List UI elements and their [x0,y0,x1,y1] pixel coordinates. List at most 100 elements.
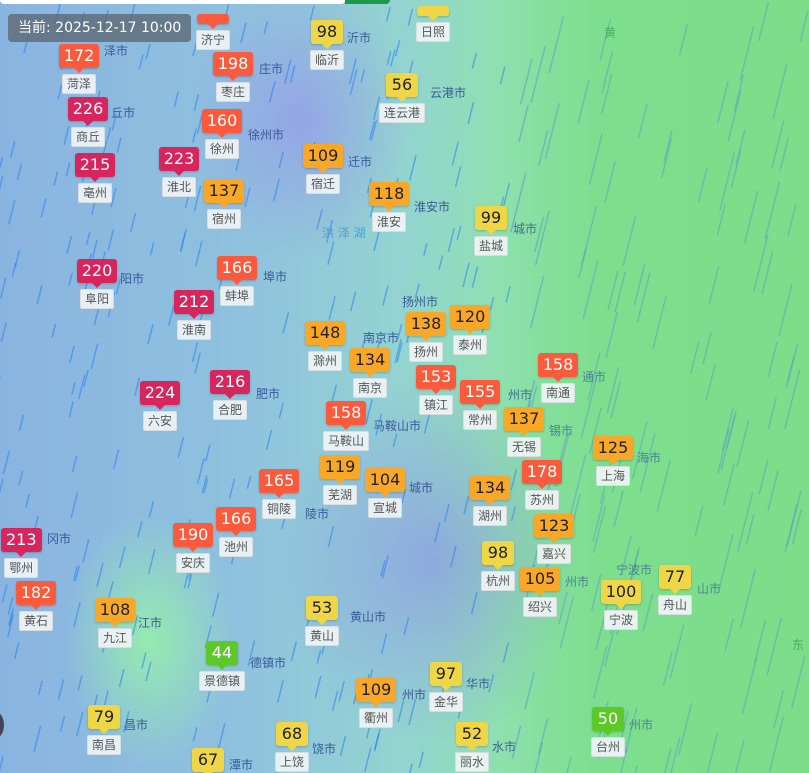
station-marker[interactable]: 226 商丘 [67,97,109,147]
station-marker[interactable]: 223 淮北 [158,147,200,197]
aqi-badge[interactable]: 44 [205,641,238,670]
station-marker[interactable]: 153 镇江 [415,365,457,415]
aqi-badge[interactable]: 134 [469,476,511,505]
aqi-badge[interactable]: 166 [216,256,258,285]
aqi-badge[interactable]: 172 [58,44,100,73]
search-button[interactable] [345,0,390,4]
aqi-badge[interactable]: 160 [201,109,243,138]
station-marker[interactable]: 77 舟山 [657,565,692,615]
station-marker[interactable]: 212 淮南 [173,290,215,340]
station-marker[interactable]: 148 滁州 [304,321,346,371]
station-marker[interactable]: 98 杭州 [480,541,515,591]
aqi-badge[interactable]: 158 [537,353,579,382]
station-marker[interactable]: 119 芜湖 [319,455,361,505]
aqi-badge[interactable]: 123 [533,514,575,543]
station-marker[interactable]: 182 黄石 [15,581,57,631]
aqi-badge[interactable]: 98 [481,541,514,570]
aqi-badge[interactable]: 118 [368,182,410,211]
station-marker[interactable]: 98 临沂 [309,20,344,70]
station-marker[interactable]: 53 黄山 [304,596,339,646]
aqi-badge[interactable]: 67 [192,748,224,773]
aqi-badge[interactable]: 97 [429,662,462,691]
aqi-badge[interactable]: 109 [355,678,397,707]
aqi-badge[interactable]: 212 [173,290,215,319]
station-marker[interactable]: 172 菏泽 [58,44,100,94]
station-marker[interactable]: 120 泰州 [449,305,491,355]
station-marker[interactable]: 190 安庆 [172,523,214,573]
station-marker[interactable]: 97 金华 [428,662,463,712]
aqi-badge[interactable]: 120 [449,305,491,334]
aqi-badge[interactable]: 50 [591,707,624,736]
station-marker[interactable]: 215 亳州 [74,153,116,203]
aqi-badge[interactable]: 134 [349,348,391,377]
station-marker[interactable]: 104 宣城 [364,468,406,518]
station-marker[interactable]: 138 扬州 [405,312,447,362]
aqi-badge[interactable]: 77 [658,565,691,594]
aqi-badge[interactable]: 224 [139,381,181,410]
station-marker[interactable]: 济宁 [195,14,230,50]
aqi-badge[interactable]: 148 [304,321,346,350]
station-marker[interactable]: 155 常州 [459,380,501,430]
aqi-badge[interactable]: 104 [364,468,406,497]
aqi-badge[interactable]: 56 [385,73,418,102]
aqi-badge[interactable]: 53 [305,596,338,625]
station-marker[interactable]: 158 南通 [537,353,579,403]
station-marker[interactable]: 52 丽水 [454,722,489,772]
station-marker[interactable]: 224 六安 [139,381,181,431]
station-marker[interactable]: 125 上海 [592,436,634,486]
aqi-badge[interactable]: 108 [94,598,136,627]
station-marker[interactable]: 134 南京 [349,348,391,398]
station-marker[interactable]: 213 鄂州 [1,528,42,578]
station-marker[interactable]: 158 马鞍山 [322,401,369,451]
station-marker[interactable]: 100 宁波 [600,580,642,630]
aqi-badge[interactable]: 213 [1,528,42,557]
station-marker[interactable]: 160 徐州 [201,109,243,159]
aqi-badge[interactable]: 182 [15,581,57,610]
aqi-badge[interactable]: 52 [455,722,488,751]
station-marker[interactable]: 68 上饶 [274,722,309,772]
station-marker[interactable]: 日照 [415,6,450,42]
aqi-badge[interactable]: 105 [519,567,561,596]
aqi-badge[interactable]: 155 [459,380,501,409]
aqi-badge[interactable]: 165 [258,469,300,498]
station-marker[interactable]: 134 湖州 [469,476,511,526]
aqi-badge[interactable]: 198 [212,52,254,81]
station-marker[interactable]: 220 阜阳 [76,259,118,309]
station-marker[interactable]: 56 连云港 [378,73,425,123]
aqi-badge[interactable]: 79 [87,705,120,734]
aqi-badge[interactable]: 158 [325,401,367,430]
aqi-badge[interactable]: 220 [76,259,118,288]
station-marker[interactable]: 79 南昌 [86,705,121,755]
station-marker[interactable]: 67 [192,748,224,773]
station-marker[interactable]: 137 宿州 [203,179,245,229]
station-marker[interactable]: 137 无锡 [503,407,545,457]
station-marker[interactable]: 50 台州 [590,707,625,757]
aqi-badge[interactable] [416,6,449,21]
station-marker[interactable]: 166 池州 [215,507,257,557]
aqi-badge[interactable]: 138 [405,312,447,341]
aqi-badge[interactable]: 190 [172,523,214,552]
station-marker[interactable]: 166 蚌埠 [216,256,258,306]
station-marker[interactable]: 118 淮安 [368,182,410,232]
station-marker[interactable]: 108 九江 [94,598,136,648]
aqi-badge[interactable]: 137 [203,179,245,208]
station-marker[interactable]: 109 衢州 [355,678,397,728]
station-marker[interactable]: 178 苏州 [521,460,563,510]
aqi-badge[interactable]: 119 [319,455,361,484]
aqi-badge[interactable]: 99 [474,206,507,235]
aqi-badge[interactable]: 109 [302,144,344,173]
aqi-badge[interactable]: 226 [67,97,109,126]
aqi-badge[interactable]: 98 [310,20,343,49]
aqi-badge[interactable]: 100 [600,580,642,609]
station-marker[interactable]: 44 景德镇 [198,641,245,691]
station-marker[interactable]: 99 盐城 [473,206,508,256]
search-bar[interactable] [0,0,345,4]
aqi-badge[interactable] [196,14,229,29]
station-marker[interactable]: 109 宿迁 [302,144,344,194]
aqi-badge[interactable]: 166 [215,507,257,536]
side-control[interactable] [0,712,4,738]
station-marker[interactable]: 105 绍兴 [519,567,561,617]
aqi-badge[interactable]: 215 [74,153,116,182]
aqi-badge[interactable]: 153 [415,365,457,394]
